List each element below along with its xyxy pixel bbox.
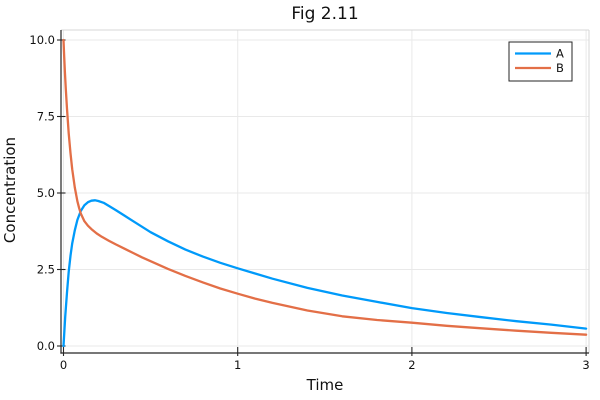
x-tick-label: 0 xyxy=(60,358,67,372)
y-tick-label: 5.0 xyxy=(37,186,55,200)
x-tick-label: 2 xyxy=(408,358,415,372)
x-axis-label: Time xyxy=(306,376,344,394)
y-axis-label: Concentration xyxy=(1,137,19,243)
x-tick-label: 1 xyxy=(234,358,241,372)
y-tick-label: 0.0 xyxy=(37,339,55,353)
y-tick-label: 2.5 xyxy=(37,263,55,277)
legend-label: B xyxy=(556,61,564,75)
chart-title: Fig 2.11 xyxy=(291,4,358,24)
legend-entries: AB xyxy=(515,47,564,75)
series-A-curve xyxy=(62,199,588,348)
legend-box xyxy=(508,41,573,82)
y-tick-label: 10.0 xyxy=(29,33,55,47)
x-tick-label: 3 xyxy=(582,358,589,372)
tick-marks xyxy=(57,39,587,356)
gridlines xyxy=(61,30,589,353)
legend: AB xyxy=(508,41,573,82)
tick-labels: 0 1 2 3 0.0 2.5 5.0 7.5 10.0 xyxy=(29,33,589,372)
series-B-curve xyxy=(62,38,588,336)
data-curves xyxy=(62,38,588,348)
y-tick-label: 7.5 xyxy=(37,110,55,124)
legend-label: A xyxy=(556,47,564,61)
